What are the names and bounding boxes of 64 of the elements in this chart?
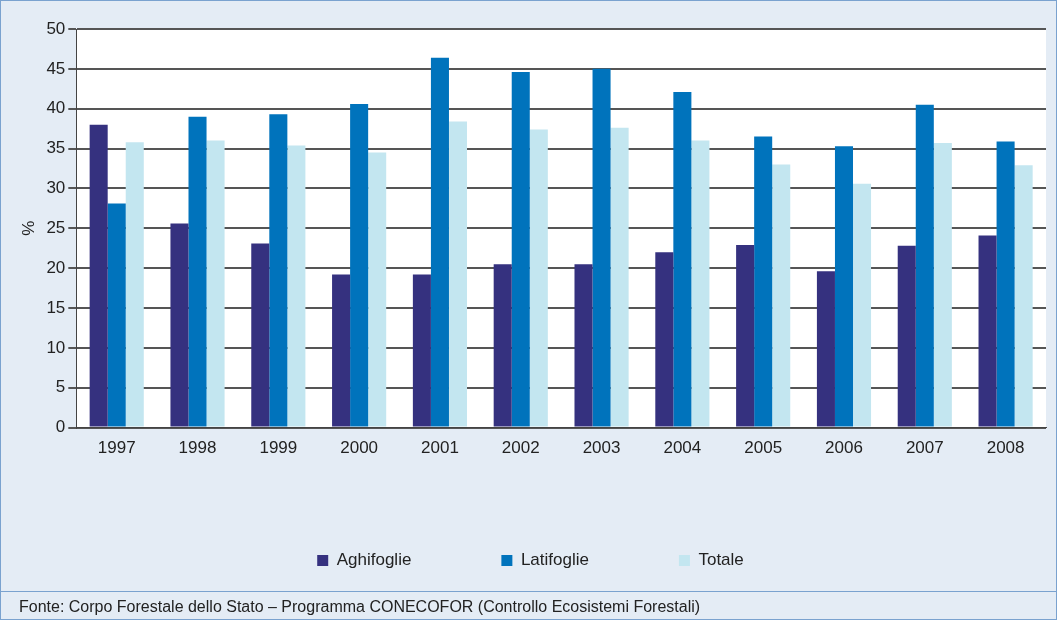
bar (430, 57, 449, 427)
x-tick-label: 1998 (178, 438, 217, 458)
bar (125, 142, 144, 427)
bar (592, 68, 611, 427)
bar (834, 146, 854, 427)
bar (610, 127, 629, 427)
bar (170, 223, 189, 427)
bar (206, 140, 225, 427)
y-tick-label: 0 (55, 417, 66, 437)
bar (412, 274, 431, 427)
bar (772, 164, 791, 427)
bar (107, 203, 126, 427)
x-tick-label: 2008 (986, 438, 1025, 458)
x-tick-label: 1997 (97, 438, 136, 458)
bar (89, 124, 108, 427)
bar (448, 121, 468, 427)
y-tick-label: 20 (46, 257, 66, 277)
legend-label: Aghifoglie (336, 550, 412, 570)
bar (915, 104, 934, 427)
bar (853, 183, 872, 427)
x-tick-label: 2007 (905, 438, 944, 458)
bar (493, 264, 512, 427)
legend-label: Latifoglie (520, 550, 589, 570)
y-tick-label: 35 (46, 138, 66, 158)
bar (933, 143, 952, 427)
bar (368, 152, 387, 427)
bar (897, 245, 916, 427)
x-tick-label: 2004 (663, 438, 702, 458)
bar (655, 252, 674, 427)
x-tick-label: 1999 (259, 438, 298, 458)
y-tick-label: 50 (46, 18, 66, 38)
y-tick-label: 25 (46, 217, 66, 237)
bar (754, 136, 773, 427)
bar (332, 274, 351, 427)
y-tick-label: 30 (46, 178, 66, 198)
bar (574, 264, 593, 427)
bar (287, 145, 306, 427)
x-tick-label: 2006 (825, 438, 863, 458)
bar (188, 116, 207, 427)
bar (816, 271, 835, 427)
y-tick-label: 5 (55, 377, 66, 397)
y-tick-label: 45 (46, 58, 66, 78)
y-tick-label: 40 (46, 98, 66, 118)
bar (996, 141, 1015, 427)
bar (529, 129, 548, 427)
bar (691, 140, 710, 427)
bar (350, 103, 369, 427)
y-axis-title: % (18, 220, 38, 236)
x-tick-label: 2005 (744, 438, 783, 458)
bar (673, 91, 692, 427)
bar (736, 245, 755, 427)
bar (1014, 165, 1033, 427)
y-tick-label: 10 (46, 337, 66, 357)
legend-label: Totale (698, 550, 744, 570)
x-tick-label: 2002 (501, 438, 540, 458)
x-tick-label: 2000 (340, 438, 379, 458)
y-tick-label: 15 (46, 297, 66, 317)
bar (511, 72, 530, 427)
source-note: Fonte: Corpo Forestale dello Stato – Programma CONECOFOR (Controllo Ecosistemi Forestali) (19, 598, 702, 616)
bar (978, 235, 997, 427)
x-tick-label: 2001 (421, 438, 459, 458)
bar (269, 114, 288, 427)
bar (251, 243, 270, 427)
x-tick-label: 2003 (582, 438, 621, 458)
